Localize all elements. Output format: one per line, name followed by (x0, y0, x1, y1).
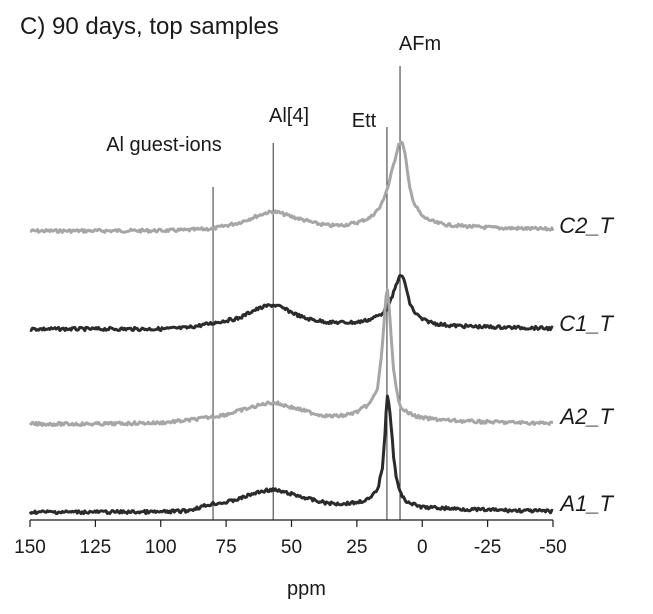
x-tick-label: 100 (145, 537, 177, 558)
x-axis-ticks: 150 125 100 75 50 25 0 -25 -50 (14, 520, 567, 558)
x-tick-label: 50 (281, 537, 302, 558)
series-label: A2_T (558, 404, 614, 429)
reference-line-label: Ett (352, 110, 377, 132)
chart-title: C) 90 days, top samples (20, 13, 279, 40)
series-label: A1_T (558, 491, 614, 516)
reference-line-label: Al guest-ions (106, 134, 222, 156)
reference-lines: Al guest-ions Al[4] Ett AFm (106, 33, 441, 520)
x-tick-label: 25 (346, 537, 367, 558)
x-tick-label: -50 (539, 537, 566, 558)
x-tick-label: -25 (474, 537, 501, 558)
series-label: C1_T (559, 311, 614, 336)
x-tick-label: 125 (80, 537, 112, 558)
x-tick-label: 75 (216, 537, 237, 558)
x-tick-label: 0 (417, 537, 428, 558)
spectrum-line-a1-t (28, 394, 554, 516)
reference-line-label: AFm (399, 33, 441, 55)
spectrum-line-a2-t (28, 288, 554, 428)
spectrum-line-c1-t (29, 274, 554, 333)
spectrum-line-c2-t (29, 140, 555, 234)
series-labels: C2_T C1_T A2_T A1_T (558, 213, 614, 516)
x-tick-label: 150 (14, 537, 46, 558)
series-label: C2_T (559, 213, 614, 238)
spectra-series (28, 140, 555, 516)
reference-line-label: Al[4] (269, 105, 309, 127)
x-axis-label: ppm (287, 578, 326, 600)
